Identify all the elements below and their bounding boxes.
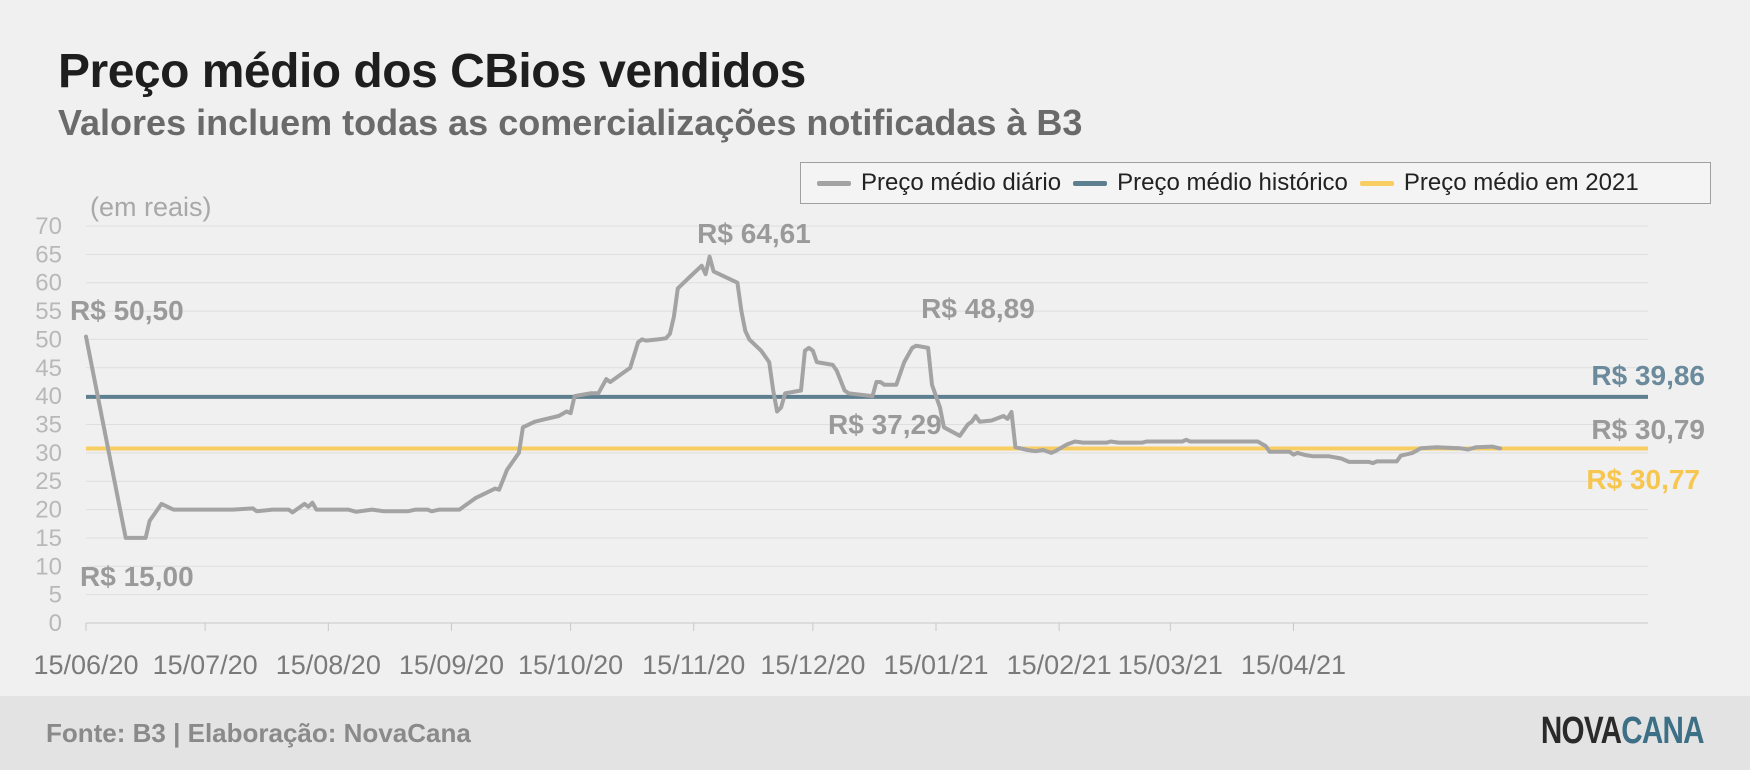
legend-item-historical: Preço médio histórico [1073, 169, 1348, 197]
logo-part-cana: CANA [1621, 710, 1704, 752]
legend-swatch-historical [1073, 180, 1108, 186]
y-tick-20: 20 [35, 497, 62, 524]
legend-swatch-daily [817, 180, 851, 186]
legend-item-daily: Preço médio diário [817, 169, 1061, 197]
y-tick-60: 60 [35, 270, 62, 297]
y-tick-10: 10 [35, 553, 62, 580]
x-tick-5: 15/11/20 [642, 650, 745, 680]
y-tick-55: 55 [35, 298, 62, 325]
y-tick-15: 15 [35, 525, 62, 552]
x-tick-1: 15/07/20 [153, 650, 258, 680]
annotations: R$ 50,50 R$ 15,00 R$ 64,61 R$ 37,29 R$ 48,89… [70, 218, 1705, 592]
x-tick-4: 15/10/20 [518, 650, 623, 680]
y-tick-65: 65 [35, 241, 62, 268]
y-tick-25: 25 [35, 468, 62, 495]
brand-logo: NOVACANA [1541, 710, 1705, 753]
y-tick-35: 35 [35, 412, 62, 439]
y-tick-50: 50 [35, 326, 62, 353]
annotation-0: R$ 50,50 [70, 295, 184, 326]
y-tick-70: 70 [35, 213, 62, 240]
x-tick-6: 15/12/20 [760, 650, 865, 680]
daily-price-line [84, 254, 1502, 540]
annotation-3: R$ 37,29 [828, 409, 942, 440]
y-axis-label: (em reais) [90, 192, 212, 222]
annotation-2: R$ 64,61 [697, 218, 811, 249]
legend-label-historical: Preço médio histórico [1117, 169, 1348, 196]
y-tick-5: 5 [49, 582, 62, 609]
legend-label-daily: Preço médio diário [861, 169, 1062, 196]
source-note: Fonte: B3 | Elaboração: NovaCana [46, 718, 471, 748]
footer: Fonte: B3 | Elaboração: NovaCana NOVACAN… [0, 696, 1750, 770]
logo-part-nova: NOVA [1541, 710, 1622, 752]
x-tick-8: 15/02/21 [1007, 650, 1112, 680]
y-tick-30: 30 [35, 440, 62, 467]
line-chart: (em reais) 0510152025303540455055606570 … [33, 192, 1705, 680]
x-tick-0: 15/06/20 [33, 650, 138, 680]
annotation-6: R$ 39,86 [1591, 360, 1705, 391]
annotation-5: R$ 30,79 [1591, 414, 1705, 445]
y-tick-45: 45 [35, 355, 62, 382]
annotation-4: R$ 48,89 [921, 293, 1035, 324]
y-tick-0: 0 [49, 610, 62, 637]
x-tick-10: 15/04/21 [1241, 650, 1346, 680]
chart-subtitle: Valores incluem todas as comercializaçõe… [58, 102, 1083, 143]
x-tick-3: 15/09/20 [399, 650, 504, 680]
annotation-7: R$ 30,77 [1586, 464, 1700, 495]
chart-title: Preço médio dos CBios vendidos [58, 45, 806, 98]
legend-label-2021: Preço médio em 2021 [1403, 169, 1639, 196]
series-lines [84, 254, 1648, 540]
x-tick-7: 15/01/21 [883, 650, 988, 680]
legend-item-2021: Preço médio em 2021 [1359, 169, 1639, 197]
legend-swatch-2021 [1359, 180, 1394, 186]
y-tick-40: 40 [35, 383, 62, 410]
x-tick-labels: 15/06/20 15/07/20 15/08/20 15/09/20 15/10/20… [33, 623, 1346, 680]
x-tick-9: 15/03/21 [1118, 650, 1223, 680]
x-tick-2: 15/08/20 [276, 650, 381, 680]
annotation-1: R$ 15,00 [80, 561, 194, 592]
chart-legend: Preço médio diário Preço médio histórico… [800, 162, 1711, 204]
